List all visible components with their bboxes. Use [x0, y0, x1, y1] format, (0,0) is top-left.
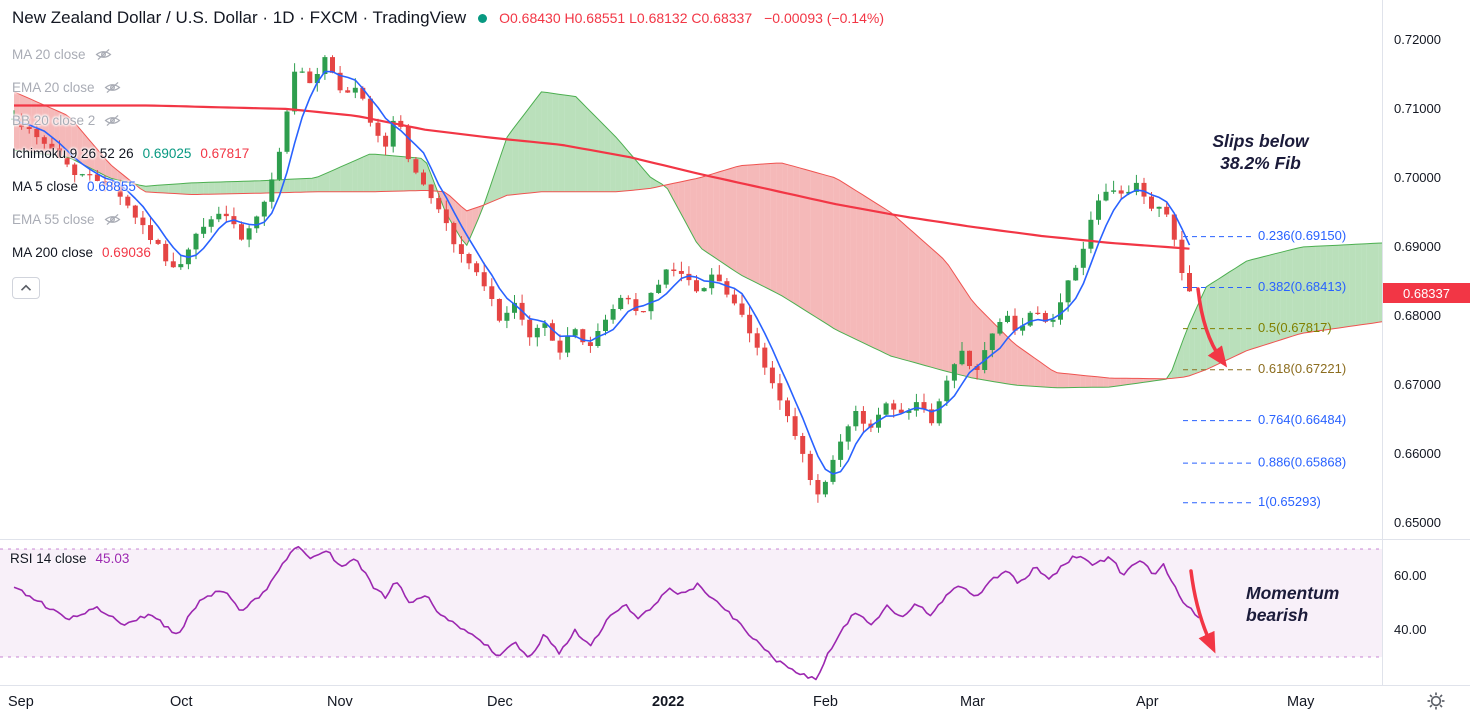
legend-item-label: BB 20 close 2 [12, 113, 96, 128]
time-axis-label: Dec [487, 694, 513, 710]
ma200-line [14, 104, 1190, 250]
price-axis-tick: 0.69000 [1394, 239, 1441, 254]
fib-level-label[interactable]: 0.886(0.65868) [1258, 455, 1346, 470]
rsi-legend[interactable]: RSI 14 close 45.03 [10, 551, 129, 566]
price-change: −0.00093 (−0.14%) [764, 10, 884, 26]
pane-separator[interactable] [0, 539, 1470, 540]
senkou-b-line [13, 91, 1382, 380]
legend-value: 0.67817 [200, 146, 250, 161]
visibility-off-icon [104, 114, 121, 127]
legend-item[interactable]: MA 200 close 0.69036 [12, 236, 249, 269]
price-axis-tick: 0.67000 [1394, 377, 1441, 392]
legend-value: 0.69036 [102, 245, 151, 260]
price-axis-tick: 0.72000 [1394, 32, 1441, 47]
time-axis-label: Feb [813, 694, 838, 710]
time-axis-label: Apr [1136, 694, 1159, 710]
rsi-axis-tick: 40.00 [1394, 622, 1427, 637]
legend-value: 0.68855 [87, 179, 136, 194]
visibility-off-icon[interactable] [104, 81, 121, 94]
legend-item-label: EMA 20 close [12, 80, 95, 95]
annotation-line: 38.2% Fib [1220, 152, 1301, 173]
legend-item[interactable]: BB 20 close 2 [12, 104, 249, 137]
time-axis-label: 2022 [652, 694, 685, 710]
price-axis-tick: 0.68000 [1394, 308, 1441, 323]
price-axis-tick: 0.70000 [1394, 170, 1441, 185]
market-status-icon [478, 13, 488, 23]
time-axis[interactable]: Sep Oct Nov Dec 2022 Feb Mar Apr May [0, 686, 1470, 722]
rsi-axis-tick: 60.00 [1394, 568, 1427, 583]
rsi-legend-label: RSI 14 close [10, 551, 87, 566]
last-price-badge: 0.68337 [1383, 283, 1470, 303]
legend-item-label: MA 20 close [12, 47, 86, 62]
ichimoku-cloud [13, 91, 1382, 389]
legend-item[interactable]: EMA 55 close [12, 203, 249, 236]
annotation-line: Slips below [1212, 131, 1309, 151]
fib-level-label[interactable]: 0.5(0.67817) [1258, 320, 1332, 335]
rsi-line [13, 545, 1200, 681]
text-annotation-momentum[interactable]: Momentum bearish [1246, 583, 1396, 627]
visibility-off-icon [95, 48, 111, 61]
visibility-off-icon[interactable] [104, 213, 121, 226]
time-axis-label: May [1287, 694, 1315, 710]
rsi-pane-canvas[interactable] [0, 540, 1382, 685]
time-axis-separator [0, 685, 1470, 686]
legend-item-label: MA 200 close [12, 245, 94, 260]
legend-item[interactable]: Ichimoku 9 26 52 26 0.69025 0.67817 [12, 137, 249, 170]
visibility-off-icon [104, 213, 120, 226]
settings-gear-icon[interactable] [1426, 691, 1446, 716]
legend-item-label: Ichimoku 9 26 52 26 [12, 146, 134, 161]
fib-level-label[interactable]: 0.236(0.69150) [1258, 228, 1346, 243]
legend-value: 0.69025 [142, 146, 192, 161]
legend-item[interactable]: EMA 20 close [12, 71, 249, 104]
fib-level-label[interactable]: 0.764(0.66484) [1258, 412, 1346, 427]
annotation-line: bearish [1246, 604, 1309, 625]
candles-series [11, 55, 1192, 503]
legend-item[interactable]: MA 5 close 0.68855 [12, 170, 249, 203]
indicator-legend: MA 20 close EMA 20 close BB 20 close 2 Ichi… [12, 38, 249, 269]
fib-level-label[interactable]: 1(0.65293) [1258, 494, 1321, 509]
rsi-legend-value: 45.03 [95, 551, 130, 566]
ma5-line [13, 70, 1191, 475]
fib-level-label[interactable]: 0.618(0.67221) [1258, 361, 1346, 376]
legend-collapse-button[interactable] [12, 277, 40, 299]
rsi-down-arrow-drawing[interactable] [1189, 569, 1216, 654]
annotation-line: Momentum [1246, 583, 1340, 603]
price-axis-tick: 0.65000 [1394, 515, 1441, 530]
text-annotation-fib[interactable]: Slips below 38.2% Fib [1178, 131, 1343, 175]
ohlc-values: O0.68430 H0.68551 L0.68132 C0.68337 [499, 10, 753, 26]
senkou-a-line [13, 91, 1382, 389]
legend-item[interactable]: MA 20 close [12, 38, 249, 71]
fib-retracement[interactable]: 0.236(0.69150) 0.382(0.68413) 0.5(0.67817)… [1183, 228, 1346, 509]
symbol-title[interactable]: New Zealand Dollar / U.S. Dollar · 1D · … [12, 8, 467, 27]
price-axis-tick: 0.71000 [1394, 101, 1441, 116]
visibility-off-icon [104, 81, 120, 94]
visibility-off-icon[interactable] [95, 48, 112, 61]
legend-item-label: MA 5 close [12, 179, 79, 194]
time-axis-label: Oct [170, 694, 193, 710]
chevron-up-icon [20, 284, 32, 291]
time-axis-label: Nov [327, 694, 353, 710]
down-arrow-drawing[interactable] [1196, 287, 1228, 368]
rsi-band [0, 549, 1382, 657]
time-axis-label: Mar [960, 694, 985, 710]
fib-level-label[interactable]: 0.382(0.68413) [1258, 279, 1346, 294]
price-pane-canvas[interactable]: 0.236(0.69150) 0.382(0.68413) 0.5(0.67817)… [0, 0, 1382, 539]
chart-header: New Zealand Dollar / U.S. Dollar · 1D · … [12, 8, 884, 28]
visibility-off-icon[interactable] [104, 114, 121, 127]
price-axis-separator [1382, 0, 1383, 685]
time-axis-label: Sep [8, 694, 34, 710]
legend-item-label: EMA 55 close [12, 212, 95, 227]
price-axis-tick: 0.66000 [1394, 446, 1441, 461]
